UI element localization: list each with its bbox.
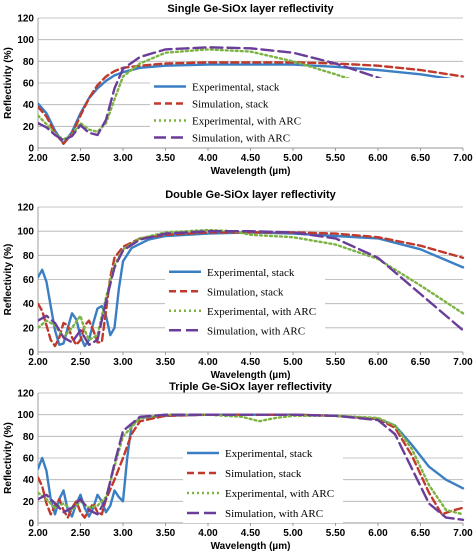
x-tick-label: 3.50	[156, 357, 176, 368]
x-tick-label: 6.50	[411, 357, 431, 368]
chart-title: Triple Ge-SiOx layer reflectivity	[169, 381, 333, 393]
x-tick-label: 2.00	[28, 153, 48, 164]
legend-entry: Simulation, stack	[225, 468, 302, 480]
legend: Experimental, stack Simulation, stack Expe…	[183, 443, 343, 523]
y-tick-label: 0	[28, 348, 34, 359]
y-tick-label: 120	[17, 203, 34, 214]
x-tick-label: 3.50	[156, 528, 176, 539]
y-tick-label: 60	[23, 275, 35, 286]
x-tick-label: 4.00	[198, 153, 218, 164]
y-tick-label: 60	[23, 79, 35, 90]
legend-box	[150, 78, 470, 146]
legend-entry: Simulation, stack	[192, 99, 269, 111]
x-tick-label: 2.00	[28, 357, 48, 368]
y-axis-label: Reflectivity (%)	[3, 244, 14, 316]
x-tick-label: 5.00	[283, 357, 303, 368]
x-tick-label: 4.50	[241, 528, 261, 539]
y-axis-label: Reflectivity (%)	[3, 422, 14, 494]
legend-entry: Experimental, with ARC	[192, 116, 301, 128]
y-tick-label: 80	[23, 432, 35, 443]
series-line-simulation-stack	[38, 61, 465, 145]
legend-entry: Experimental, stack	[225, 448, 313, 460]
y-tick-label: 40	[23, 299, 35, 310]
x-tick-label: 7.00	[453, 528, 473, 539]
y-tick-label: 60	[23, 454, 35, 465]
chart-panel-2: Double Ge-SiOx layer reflectivity 0 20 40 60…	[3, 189, 473, 381]
x-tick-label: 6.00	[368, 357, 388, 368]
y-tick-label: 120	[17, 14, 34, 25]
x-tick-label: 5.00	[283, 528, 303, 539]
y-tick-label: 40	[23, 100, 35, 111]
y-tick-label: 80	[23, 251, 35, 262]
legend-box	[183, 443, 343, 523]
x-tick-label: 5.50	[326, 528, 346, 539]
x-axis-label: Wavelength (µm)	[211, 541, 291, 552]
chart-panel-3: Triple Ge-SiOx layer reflectivity 0 20 40 60…	[3, 381, 473, 552]
x-axis-label: Wavelength (µm)	[211, 370, 291, 381]
series-line-simulation-with-arc	[38, 46, 465, 142]
x-tick-label: 4.50	[241, 357, 261, 368]
y-tick-label: 20	[23, 323, 35, 334]
legend-entry: Simulation, with ARC	[225, 508, 323, 520]
x-tick-label: 3.00	[113, 153, 133, 164]
y-tick-label: 80	[23, 57, 35, 68]
x-tick-label: 2.50	[71, 357, 91, 368]
x-tick-label: 2.50	[71, 528, 91, 539]
x-tick-label: 2.50	[71, 153, 91, 164]
x-tick-label: 5.50	[326, 153, 346, 164]
x-tick-label: 5.50	[326, 357, 346, 368]
x-tick-label: 6.00	[368, 153, 388, 164]
series-line-simulation-with-arc	[38, 230, 465, 346]
x-tick-label: 3.00	[113, 357, 133, 368]
legend-entry: Experimental, stack	[207, 267, 295, 279]
legend-box	[165, 262, 325, 340]
series-line-experimental-with-arc	[38, 48, 465, 141]
chart-panel-1: Single Ge-SiOx layer reflectivity 0 20 40 60…	[3, 3, 473, 177]
x-tick-label: 6.50	[411, 528, 431, 539]
x-tick-label: 2.00	[28, 528, 48, 539]
y-tick-label: 100	[17, 227, 34, 238]
y-tick-label: 0	[28, 519, 34, 530]
x-tick-label: 6.00	[368, 528, 388, 539]
x-tick-label: 3.50	[156, 153, 176, 164]
legend: Experimental, stack Simulation, stack Expe…	[150, 78, 470, 146]
x-tick-label: 7.00	[453, 153, 473, 164]
x-tick-label: 4.00	[198, 528, 218, 539]
legend-entry: Simulation, stack	[207, 286, 284, 298]
x-tick-label: 4.50	[241, 153, 261, 164]
legend-entry: Simulation, with ARC	[207, 325, 305, 337]
x-tick-label: 6.50	[411, 153, 431, 164]
series-line-simulation-with-arc	[38, 413, 465, 521]
chart-title: Double Ge-SiOx layer reflectivity	[165, 189, 336, 201]
y-tick-label: 40	[23, 475, 35, 486]
legend-entry: Experimental, with ARC	[225, 488, 334, 500]
x-tick-label: 3.00	[113, 528, 133, 539]
y-tick-label: 20	[23, 497, 35, 508]
legend-entry: Experimental, stack	[192, 82, 280, 94]
y-tick-label: 100	[17, 35, 34, 46]
x-tick-label: 5.00	[283, 153, 303, 164]
legend-entry: Experimental, with ARC	[207, 306, 316, 318]
chart-title: Single Ge-SiOx layer reflectivity	[167, 3, 334, 15]
legend: Experimental, stack Simulation, stack Expe…	[165, 262, 325, 340]
y-tick-label: 120	[17, 389, 34, 400]
x-tick-label: 4.00	[198, 357, 218, 368]
y-tick-label: 20	[23, 122, 35, 133]
x-tick-label: 7.00	[453, 357, 473, 368]
y-tick-label: 100	[17, 410, 34, 421]
x-axis-label: Wavelength (µm)	[211, 166, 291, 177]
y-axis-label: Reflectivity (%)	[3, 47, 14, 119]
y-tick-label: 0	[28, 144, 34, 155]
legend-entry: Simulation, with ARC	[192, 133, 290, 145]
